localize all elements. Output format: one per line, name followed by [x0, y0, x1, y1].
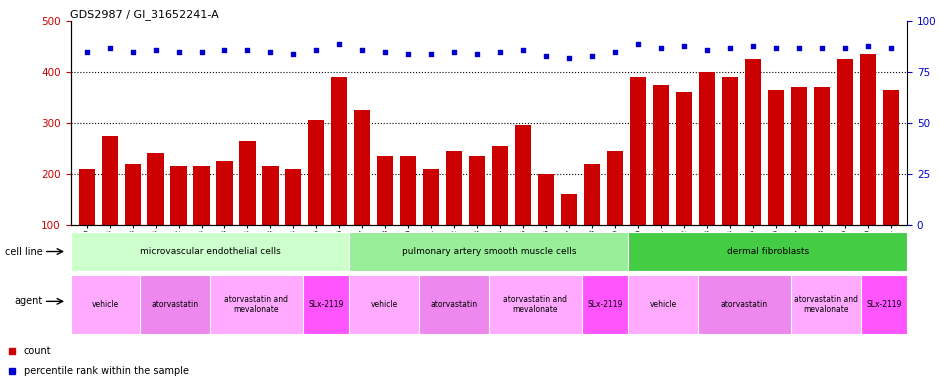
- Bar: [286, 169, 302, 276]
- Point: [424, 51, 439, 57]
- Bar: [308, 120, 324, 276]
- Text: dermal fibroblasts: dermal fibroblasts: [727, 247, 808, 256]
- Point: [217, 46, 232, 53]
- Bar: [469, 156, 485, 276]
- Point: [631, 40, 646, 46]
- Point: [355, 46, 370, 53]
- Bar: [102, 136, 118, 276]
- Text: count: count: [24, 346, 52, 356]
- Text: cell line: cell line: [5, 247, 42, 257]
- Point: [585, 53, 600, 59]
- Text: GDS2987 / GI_31652241-A: GDS2987 / GI_31652241-A: [70, 9, 219, 20]
- Text: atorvastatin and
mevalonate: atorvastatin and mevalonate: [793, 295, 858, 314]
- Bar: [561, 194, 577, 276]
- Text: atorvastatin: atorvastatin: [721, 300, 768, 309]
- Bar: [216, 161, 232, 276]
- Point: [699, 46, 714, 53]
- Point: [745, 43, 760, 49]
- Point: [470, 51, 485, 57]
- Bar: [676, 92, 692, 276]
- Point: [286, 51, 301, 57]
- Text: SLx-2119: SLx-2119: [866, 300, 901, 309]
- Point: [400, 51, 415, 57]
- Bar: [607, 151, 623, 276]
- Bar: [124, 164, 141, 276]
- Point: [607, 49, 622, 55]
- Text: atorvastatin and
mevalonate: atorvastatin and mevalonate: [225, 295, 289, 314]
- Bar: [745, 59, 761, 276]
- Point: [653, 45, 668, 51]
- Text: SLx-2119: SLx-2119: [588, 300, 622, 309]
- Point: [815, 45, 830, 51]
- Point: [171, 49, 186, 55]
- Bar: [584, 164, 601, 276]
- Text: percentile rank within the sample: percentile rank within the sample: [24, 366, 189, 376]
- Text: microvascular endothelial cells: microvascular endothelial cells: [139, 247, 280, 256]
- Bar: [170, 166, 186, 276]
- Bar: [377, 156, 394, 276]
- Bar: [400, 156, 416, 276]
- Text: vehicle: vehicle: [92, 300, 119, 309]
- Point: [194, 49, 209, 55]
- Bar: [332, 77, 348, 276]
- Point: [309, 46, 324, 53]
- Bar: [354, 110, 370, 276]
- Point: [791, 45, 807, 51]
- Bar: [446, 151, 462, 276]
- Bar: [883, 90, 899, 276]
- Point: [263, 49, 278, 55]
- Bar: [860, 54, 876, 276]
- Point: [539, 53, 554, 59]
- Point: [769, 45, 784, 51]
- Bar: [699, 72, 715, 276]
- Point: [562, 55, 577, 61]
- Bar: [79, 169, 95, 276]
- Text: atorvastatin and
mevalonate: atorvastatin and mevalonate: [503, 295, 567, 314]
- Point: [446, 49, 462, 55]
- Point: [493, 49, 508, 55]
- Point: [378, 49, 393, 55]
- Point: [332, 40, 347, 46]
- Bar: [768, 90, 784, 276]
- Point: [884, 45, 899, 51]
- Bar: [423, 169, 439, 276]
- Bar: [515, 126, 531, 276]
- Text: vehicle: vehicle: [650, 300, 677, 309]
- Point: [677, 43, 692, 49]
- Text: agent: agent: [14, 296, 42, 306]
- Bar: [148, 154, 164, 276]
- Point: [79, 49, 94, 55]
- Bar: [194, 166, 210, 276]
- Point: [516, 46, 531, 53]
- Point: [125, 49, 140, 55]
- Point: [723, 45, 738, 51]
- Text: pulmonary artery smooth muscle cells: pulmonary artery smooth muscle cells: [401, 247, 576, 256]
- Point: [240, 46, 255, 53]
- Bar: [837, 59, 854, 276]
- Point: [838, 45, 853, 51]
- Bar: [493, 146, 509, 276]
- Point: [860, 43, 875, 49]
- Bar: [791, 87, 807, 276]
- Point: [148, 46, 163, 53]
- Bar: [630, 77, 646, 276]
- Text: atorvastatin: atorvastatin: [431, 300, 478, 309]
- Bar: [814, 87, 830, 276]
- Bar: [722, 77, 738, 276]
- Bar: [240, 141, 256, 276]
- Point: [102, 45, 118, 51]
- Text: vehicle: vehicle: [370, 300, 398, 309]
- Text: atorvastatin: atorvastatin: [151, 300, 198, 309]
- Text: SLx-2119: SLx-2119: [308, 300, 344, 309]
- Bar: [653, 85, 669, 276]
- Bar: [539, 174, 555, 276]
- Bar: [262, 166, 278, 276]
